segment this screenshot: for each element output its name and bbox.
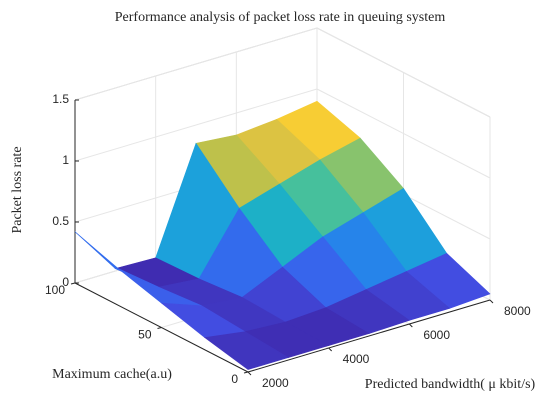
grid-line xyxy=(74,27,318,101)
y-axis-label: Maximum cache(a.u) xyxy=(52,367,172,382)
y-tick xyxy=(157,327,162,329)
y-tick-label: 50 xyxy=(138,328,152,342)
chart-title: Performance analysis of packet loss rate… xyxy=(115,10,446,25)
y-tick xyxy=(70,282,76,285)
z-tick-label: 1.5 xyxy=(52,92,69,106)
y-tick-label: 100 xyxy=(45,283,65,297)
y-tick xyxy=(243,371,249,374)
x-tick xyxy=(328,347,333,352)
z-tick-label: 0.5 xyxy=(52,214,69,228)
x-axis-label: Predicted bandwidth( μ kbit/s) xyxy=(365,377,536,392)
z-axis-label: Packet loss rate xyxy=(10,146,25,233)
x-tick-label: 8000 xyxy=(504,304,531,318)
surface-patch xyxy=(203,331,290,370)
x-tick-label: 2000 xyxy=(262,376,289,390)
x-tick xyxy=(247,371,252,376)
x-tick-label: 6000 xyxy=(423,328,450,342)
z-tick-label: 1 xyxy=(62,153,69,167)
x-axis xyxy=(247,299,491,373)
y-tick-label: 0 xyxy=(231,372,238,386)
z-tick-label: 0 xyxy=(62,275,69,289)
x-tick xyxy=(489,299,494,304)
x-tick-label: 4000 xyxy=(343,352,370,366)
x-tick xyxy=(408,323,413,328)
grid-line xyxy=(74,88,318,162)
